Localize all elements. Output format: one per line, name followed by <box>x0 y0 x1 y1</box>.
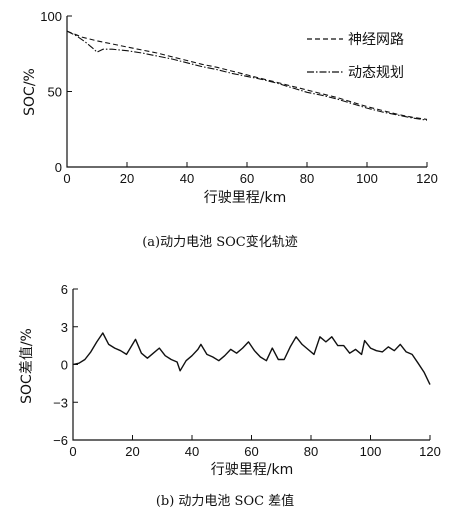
chart-b-caption: (b) 动力电池 SOC 差值 <box>156 493 294 509</box>
chart-a-x-tick-label: 0 <box>63 171 70 186</box>
chart-b-x-tick-label: 20 <box>125 444 139 459</box>
chart-a-x-tick-label: 100 <box>356 171 378 186</box>
chart-a-y-label: SOC/% <box>22 68 38 116</box>
chart-a-caption: (a)动力电池 SOC变化轨迹 <box>142 234 298 250</box>
chart-b-y-label: SOC差值/% <box>19 328 35 404</box>
chart-b-series <box>72 332 431 385</box>
chart-a-y-tick-label: 0 <box>55 160 62 175</box>
chart-a-x-tick-label: 20 <box>120 171 134 186</box>
chart-b-x-tick-label: 120 <box>419 444 441 459</box>
chart-b-x-tick-label: 60 <box>244 444 258 459</box>
chart-a-series-line-0 <box>66 30 428 120</box>
chart-b-axes <box>72 289 430 441</box>
chart-b-y-tick-label: 3 <box>61 320 68 335</box>
chart-a-series <box>66 30 428 121</box>
legend-label-dp: 动态规划 <box>348 65 404 81</box>
chart-a-x-tick-label: 80 <box>300 171 314 186</box>
chart-b-x-tick-label: 0 <box>69 444 76 459</box>
chart-b-series-line-0 <box>72 332 431 385</box>
chart-a: 0 50 100 0 20 40 60 80 100 120 SOC/% 行驶里程/km (a)… <box>22 9 438 250</box>
chart-a-y-tick-label: 100 <box>40 9 62 24</box>
chart-b-y-ticks: −6 −3 0 3 6 <box>53 282 78 448</box>
chart-b-y-tick-label: −6 <box>53 433 68 448</box>
chart-b-y-tick-label: 0 <box>61 358 68 373</box>
chart-b-y-tick-label: 6 <box>61 282 68 297</box>
chart-a-x-tick-label: 40 <box>180 171 194 186</box>
chart-a-x-label: 行驶里程/km <box>204 190 286 206</box>
chart-b-x-label: 行驶里程/km <box>211 462 293 478</box>
chart-a-y-ticks: 0 50 100 <box>40 9 72 175</box>
chart-b-x-tick-label: 100 <box>360 444 382 459</box>
chart-a-y-tick-label: 50 <box>48 85 62 100</box>
legend-label-neural: 神经网路 <box>348 32 404 48</box>
chart-a-x-ticks: 0 20 40 60 80 100 120 <box>63 162 438 186</box>
chart-a-x-tick-label: 120 <box>416 171 438 186</box>
chart-b-x-tick-label: 80 <box>304 444 318 459</box>
chart-b-y-tick-label: −3 <box>53 395 68 410</box>
chart-b-x-ticks: 0 20 40 60 80 100 120 <box>69 435 441 459</box>
chart-b-x-tick-label: 40 <box>185 444 199 459</box>
chart-a-series-line-1 <box>66 30 428 121</box>
chart-a-x-tick-label: 60 <box>240 171 254 186</box>
